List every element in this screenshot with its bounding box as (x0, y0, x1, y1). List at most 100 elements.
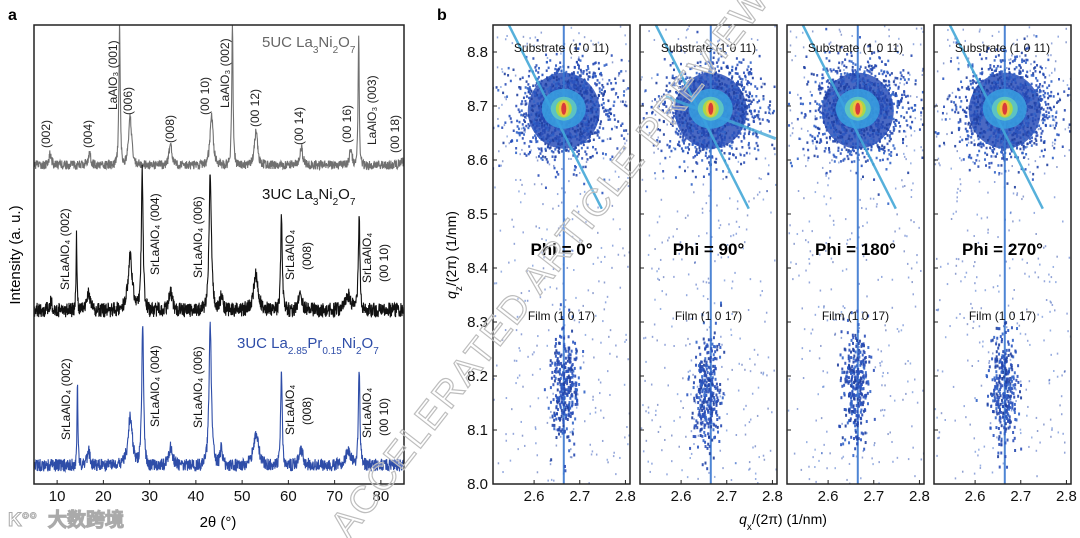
speckle (851, 389, 854, 393)
speckle (993, 376, 996, 380)
speckle (841, 436, 844, 440)
speckle (704, 440, 707, 444)
rsm-frame (639, 24, 778, 485)
speckle (701, 388, 704, 392)
speckle (556, 399, 559, 403)
y-tick-label: 8.4 (467, 260, 488, 277)
speckle (707, 378, 710, 382)
speckle (855, 358, 858, 362)
speckle (1019, 383, 1022, 387)
speckle (699, 421, 702, 425)
speckle (556, 401, 559, 405)
rsm-map-phi-90: Substrate (1 0 11) Phi = 90° Film (1 0 17)… (639, 24, 783, 505)
speckle (694, 435, 697, 439)
speckle (564, 406, 567, 410)
speckle (849, 391, 852, 395)
speckle (561, 327, 564, 331)
speckle (560, 385, 563, 389)
speckle (562, 418, 565, 422)
speckle (563, 371, 566, 375)
speckle (558, 369, 561, 373)
speckle (699, 406, 702, 410)
speckle (1005, 357, 1008, 361)
speckle (1019, 390, 1022, 394)
speckle (568, 403, 571, 407)
speckle (706, 343, 709, 347)
speckle (562, 376, 565, 380)
peak-label: (006) (121, 87, 135, 115)
speckle (1007, 329, 1010, 333)
speckle (553, 374, 556, 378)
speckle (551, 370, 554, 374)
speckle (1011, 368, 1014, 372)
speckle (557, 432, 560, 436)
series-title-3uc-pr: 3UC La2.85Pr0.15Ni2O7 (237, 335, 379, 357)
speckle (856, 397, 859, 401)
speckle (564, 380, 567, 384)
speckle (1005, 404, 1008, 408)
speckle (861, 403, 864, 407)
speckle (723, 350, 726, 354)
speckle (701, 421, 704, 425)
speckle (560, 373, 563, 377)
speckle (709, 387, 712, 391)
speckle (1008, 395, 1011, 399)
speckle (549, 386, 552, 390)
speckle (577, 376, 580, 380)
speckle (709, 359, 712, 363)
rsm-x-axis-label: qx/(2π) (1/nm) (739, 511, 827, 533)
speckle (997, 398, 1000, 402)
speckle (1009, 420, 1012, 424)
speckle (575, 381, 578, 385)
speckle (998, 360, 1001, 364)
speckle (854, 419, 857, 423)
speckle (1000, 437, 1003, 441)
speckle (858, 378, 861, 382)
speckle (836, 363, 839, 367)
speckle (1005, 377, 1008, 381)
speckle (995, 350, 998, 354)
speckle (709, 402, 712, 406)
speckle (703, 430, 706, 434)
speckle (695, 340, 698, 344)
x-tick-label: 80 (373, 488, 390, 505)
phi-label: Phi = 180° (815, 240, 896, 259)
speckle (992, 399, 995, 403)
speckle (703, 426, 706, 430)
x-tick-label: 40 (188, 488, 205, 505)
speckle (862, 358, 865, 362)
film-peak (706, 351, 709, 355)
panel-b-label: b (437, 7, 447, 24)
speckle (572, 340, 575, 344)
speckle (852, 454, 855, 458)
speckle (703, 393, 706, 397)
speckle (1002, 350, 1005, 354)
speckle (699, 428, 702, 432)
speckle (705, 360, 708, 364)
speckle (701, 378, 704, 382)
speckle (996, 412, 999, 416)
speckle (1009, 401, 1012, 405)
speckle (862, 342, 865, 346)
speckle (997, 327, 1000, 331)
speckle (1001, 405, 1004, 409)
speckle (1002, 370, 1005, 374)
speckle (854, 375, 857, 379)
speckle (719, 301, 722, 305)
speckle (554, 344, 557, 348)
speckle (1014, 448, 1017, 452)
speckle (709, 418, 712, 422)
speckle (567, 349, 570, 353)
speckle (997, 346, 1000, 350)
speckle (1008, 367, 1011, 371)
speckle (563, 409, 566, 413)
speckle (997, 389, 1000, 393)
speckle (558, 426, 561, 430)
speckle (840, 396, 843, 400)
speckle (1015, 378, 1018, 382)
speckle (850, 376, 853, 380)
speckle (562, 424, 565, 428)
speckle (1013, 386, 1016, 390)
speckle (707, 425, 710, 429)
speckle (718, 416, 721, 420)
